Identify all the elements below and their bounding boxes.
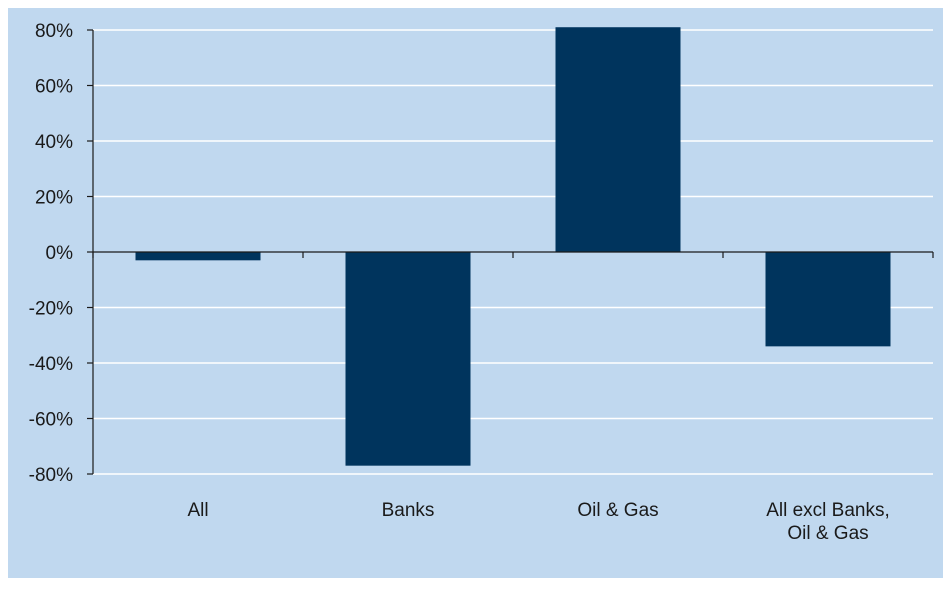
- gridlines: [93, 29, 933, 475]
- y-tick-label: 40%: [35, 132, 73, 153]
- x-tick-labels: All Banks Oil & Gas All excl Banks,Oil & Ga…: [187, 500, 889, 544]
- axes: [87, 29, 934, 475]
- x-category-label: All excl Banks,: [766, 500, 890, 521]
- bar: [135, 252, 261, 261]
- bar: [345, 252, 471, 466]
- y-tick-labels: 80% 60% 40% 20% 0% -20% -40% -60% -80%: [29, 21, 73, 486]
- y-tick-label: -40%: [29, 354, 73, 375]
- bars: [135, 27, 891, 466]
- y-tick-label: -80%: [29, 465, 73, 486]
- x-category-label: Banks: [382, 500, 435, 521]
- x-category-label: All: [187, 500, 208, 521]
- bar: [765, 252, 891, 347]
- y-tick-label: 20%: [35, 188, 73, 209]
- x-category-label: Oil & Gas: [787, 523, 868, 544]
- x-category-label: Oil & Gas: [577, 500, 658, 521]
- y-tick-label: 80%: [35, 21, 73, 42]
- y-tick-label: 60%: [35, 77, 73, 98]
- y-tick-label: -60%: [29, 410, 73, 431]
- bar: [555, 27, 681, 252]
- y-tick-label: -20%: [29, 299, 73, 320]
- y-tick-label: 0%: [46, 243, 74, 264]
